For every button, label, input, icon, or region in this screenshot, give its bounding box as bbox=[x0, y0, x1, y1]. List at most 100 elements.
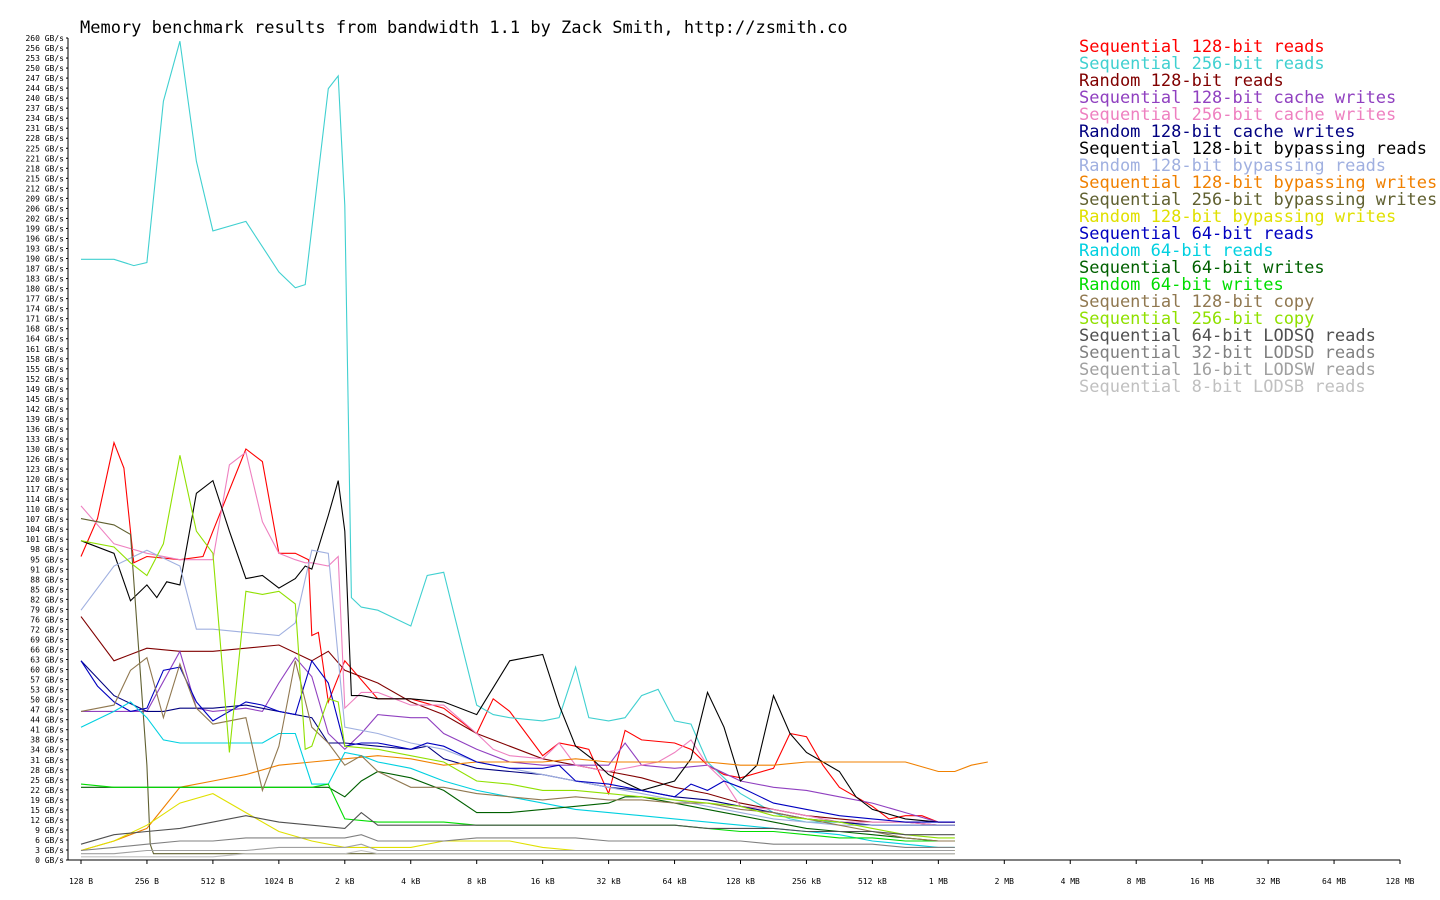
y-tick-label: 117 GB/s bbox=[25, 485, 64, 494]
y-tick-label: 41 GB/s bbox=[30, 726, 64, 735]
x-tick-label: 16 MB bbox=[1190, 877, 1214, 886]
y-tick-label: 110 GB/s bbox=[25, 505, 64, 514]
legend-entry: Sequential 128-bit reads bbox=[1079, 37, 1325, 57]
y-tick-label: 38 GB/s bbox=[30, 736, 64, 745]
y-tick-label: 82 GB/s bbox=[30, 595, 64, 604]
x-tick-label: 128 kB bbox=[726, 877, 755, 886]
x-tick-label: 1024 B bbox=[264, 877, 293, 886]
y-tick-label: 145 GB/s bbox=[25, 395, 64, 404]
x-tick-label: 64 kB bbox=[663, 877, 687, 886]
y-tick-label: 177 GB/s bbox=[25, 295, 64, 304]
legend-entry: Random 128-bit bypassing writes bbox=[1079, 207, 1396, 227]
y-tick-label: 256 GB/s bbox=[25, 44, 64, 53]
y-tick-label: 149 GB/s bbox=[25, 385, 64, 394]
x-tick-label: 2 kB bbox=[335, 877, 354, 886]
x-tick-label: 128 B bbox=[69, 877, 93, 886]
y-tick-label: 164 GB/s bbox=[25, 335, 64, 344]
x-axis: 128 B 256 B 512 B 1024 B 2 kB 4 kB 8 kB 16 kB 32… bbox=[69, 860, 1415, 886]
legend-entry: Sequential 128-bit bypassing reads bbox=[1079, 139, 1427, 159]
x-tick-label: 1 MB bbox=[929, 877, 948, 886]
y-tick-label: 260 GB/s bbox=[25, 34, 64, 43]
y-tick-label: 120 GB/s bbox=[25, 475, 64, 484]
x-tick-label: 2 MB bbox=[995, 877, 1014, 886]
x-tick-label: 128 MB bbox=[1386, 877, 1415, 886]
series-line-11 bbox=[80, 659, 955, 823]
y-tick-label: 107 GB/s bbox=[25, 515, 64, 524]
y-tick-label: 9 GB/s bbox=[35, 826, 64, 835]
legend-entry: Sequential 8-bit LODSB reads bbox=[1079, 377, 1366, 397]
x-tick-label: 4 kB bbox=[401, 877, 420, 886]
y-tick-label: 250 GB/s bbox=[25, 64, 64, 73]
y-tick-label: 231 GB/s bbox=[25, 124, 64, 133]
y-tick-label: 28 GB/s bbox=[30, 766, 64, 775]
legend-entry: Sequential 16-bit LODSW reads bbox=[1079, 360, 1376, 380]
y-tick-label: 34 GB/s bbox=[30, 746, 64, 755]
series-line-6 bbox=[80, 479, 955, 823]
x-tick-label: 16 kB bbox=[531, 877, 555, 886]
y-tick-label: 88 GB/s bbox=[30, 575, 64, 584]
y-tick-label: 221 GB/s bbox=[25, 154, 64, 163]
y-tick-label: 123 GB/s bbox=[25, 465, 64, 474]
series-line-9 bbox=[80, 518, 955, 855]
legend-entry: Random 128-bit bypassing reads bbox=[1079, 156, 1386, 176]
x-tick-label: 512 B bbox=[201, 877, 225, 886]
x-tick-label: 4 MB bbox=[1061, 877, 1080, 886]
y-tick-label: 0 GB/s bbox=[35, 856, 64, 865]
legend-entry: Random 128-bit cache writes bbox=[1079, 122, 1355, 142]
legend-entry: Sequential 128-bit copy bbox=[1079, 292, 1314, 312]
y-tick-label: 225 GB/s bbox=[25, 144, 64, 153]
y-tick-label: 53 GB/s bbox=[30, 686, 64, 695]
y-tick-label: 98 GB/s bbox=[30, 545, 64, 554]
y-tick-label: 209 GB/s bbox=[25, 194, 64, 203]
series-line-17 bbox=[80, 811, 955, 845]
y-tick-label: 158 GB/s bbox=[25, 355, 64, 364]
series-line-20 bbox=[81, 849, 955, 858]
series-lines bbox=[80, 41, 988, 858]
y-tick-label: 228 GB/s bbox=[25, 134, 64, 143]
y-tick-label: 139 GB/s bbox=[25, 415, 64, 424]
y-tick-label: 50 GB/s bbox=[30, 696, 64, 705]
legend-entry: Sequential 64-bit reads bbox=[1079, 224, 1314, 244]
y-tick-label: 72 GB/s bbox=[30, 625, 64, 634]
y-tick-label: 253 GB/s bbox=[25, 54, 64, 63]
y-tick-label: 187 GB/s bbox=[25, 265, 64, 274]
y-tick-label: 104 GB/s bbox=[25, 525, 64, 534]
y-tick-label: 142 GB/s bbox=[25, 405, 64, 414]
x-tick-label: 32 kB bbox=[597, 877, 621, 886]
y-tick-label: 218 GB/s bbox=[25, 164, 64, 173]
y-tick-label: 57 GB/s bbox=[30, 676, 64, 685]
legend-entry: Sequential 64-bit LODSQ reads bbox=[1079, 326, 1376, 346]
x-tick-label: 256 B bbox=[135, 877, 159, 886]
y-tick-label: 114 GB/s bbox=[25, 495, 64, 504]
y-tick-label: 76 GB/s bbox=[30, 615, 64, 624]
y-tick-label: 240 GB/s bbox=[25, 94, 64, 103]
y-tick-label: 171 GB/s bbox=[25, 315, 64, 324]
y-axis: 0 GB/s3 GB/s6 GB/s9 GB/s12 GB/s15 GB/s19… bbox=[25, 34, 68, 865]
y-tick-label: 136 GB/s bbox=[25, 425, 64, 434]
legend-entry: Random 64-bit reads bbox=[1079, 241, 1273, 261]
y-tick-label: 15 GB/s bbox=[30, 806, 64, 815]
y-tick-label: 47 GB/s bbox=[30, 706, 64, 715]
y-tick-label: 79 GB/s bbox=[30, 605, 64, 614]
series-line-19 bbox=[81, 843, 955, 855]
y-tick-label: 19 GB/s bbox=[30, 796, 64, 805]
x-tick-label: 256 kB bbox=[792, 877, 821, 886]
y-tick-label: 234 GB/s bbox=[25, 114, 64, 123]
series-line-13 bbox=[81, 770, 955, 842]
legend-entry: Sequential 256-bit reads bbox=[1079, 54, 1325, 74]
y-tick-label: 3 GB/s bbox=[35, 846, 64, 855]
y-tick-label: 180 GB/s bbox=[25, 285, 64, 294]
y-tick-label: 95 GB/s bbox=[30, 555, 64, 564]
y-tick-label: 202 GB/s bbox=[25, 214, 64, 223]
y-tick-label: 152 GB/s bbox=[25, 375, 64, 384]
series-line-15 bbox=[80, 656, 955, 842]
x-tick-label: 64 MB bbox=[1322, 877, 1346, 886]
y-tick-label: 85 GB/s bbox=[30, 585, 64, 594]
legend-entry: Sequential 128-bit bypassing writes bbox=[1079, 173, 1437, 193]
y-tick-label: 190 GB/s bbox=[25, 255, 64, 264]
series-line-0 bbox=[80, 440, 955, 823]
y-tick-label: 69 GB/s bbox=[30, 635, 64, 644]
y-tick-label: 193 GB/s bbox=[25, 245, 64, 254]
